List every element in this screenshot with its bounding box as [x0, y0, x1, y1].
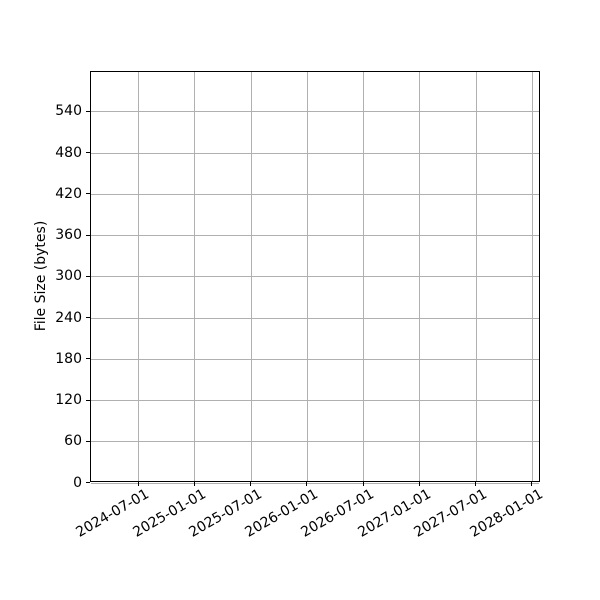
y-tick-mark — [86, 482, 90, 483]
grid-line-horizontal — [91, 317, 539, 319]
y-tick-mark — [86, 193, 90, 195]
x-tick-mark — [362, 482, 364, 486]
y-tick-mark — [86, 152, 90, 154]
x-tick-mark — [250, 482, 252, 486]
x-tick-mark — [418, 482, 420, 486]
y-tick-mark — [86, 234, 90, 236]
grid-line-vertical — [306, 72, 308, 481]
grid-line-vertical — [419, 72, 421, 481]
grid-line-horizontal — [91, 441, 539, 443]
grid-line-horizontal — [91, 276, 539, 278]
y-tick-mark — [86, 399, 90, 401]
y-tick-label: 0 — [73, 474, 82, 491]
grid-line-vertical — [250, 72, 252, 481]
grid-line-horizontal — [91, 358, 539, 360]
y-tick-label: 180 — [55, 350, 82, 367]
grid-layer — [91, 72, 539, 484]
y-tick-label: 120 — [55, 392, 82, 409]
grid-line-vertical — [475, 72, 477, 481]
x-tick-mark — [137, 482, 139, 486]
grid-line-vertical — [531, 72, 533, 481]
y-tick-label: 420 — [55, 185, 82, 202]
y-tick-mark — [86, 110, 90, 112]
x-tick-mark — [475, 482, 477, 486]
plot-area — [90, 71, 540, 484]
grid-line-horizontal — [91, 482, 539, 484]
y-axis-label: File Size (bytes) — [33, 220, 49, 332]
x-tick-mark — [306, 482, 308, 486]
grid-line-horizontal — [91, 111, 539, 113]
y-tick-mark — [86, 440, 90, 442]
grid-line-horizontal — [91, 400, 539, 402]
y-tick-mark — [86, 317, 90, 319]
y-tick-label: 300 — [55, 268, 82, 285]
grid-line-vertical — [363, 72, 365, 481]
grid-line-vertical — [138, 72, 140, 481]
y-tick-label: 540 — [55, 103, 82, 120]
y-tick-label: 360 — [55, 227, 82, 244]
y-tick-label: 480 — [55, 144, 82, 161]
grid-line-horizontal — [91, 193, 539, 195]
grid-line-horizontal — [91, 235, 539, 237]
grid-line-horizontal — [91, 152, 539, 154]
x-tick-mark — [193, 482, 195, 486]
y-tick-label: 60 — [64, 433, 82, 450]
x-tick-mark — [531, 482, 533, 486]
y-tick-label: 240 — [55, 309, 82, 326]
grid-line-vertical — [194, 72, 196, 481]
y-tick-mark — [86, 358, 90, 360]
y-tick-mark — [86, 275, 90, 277]
